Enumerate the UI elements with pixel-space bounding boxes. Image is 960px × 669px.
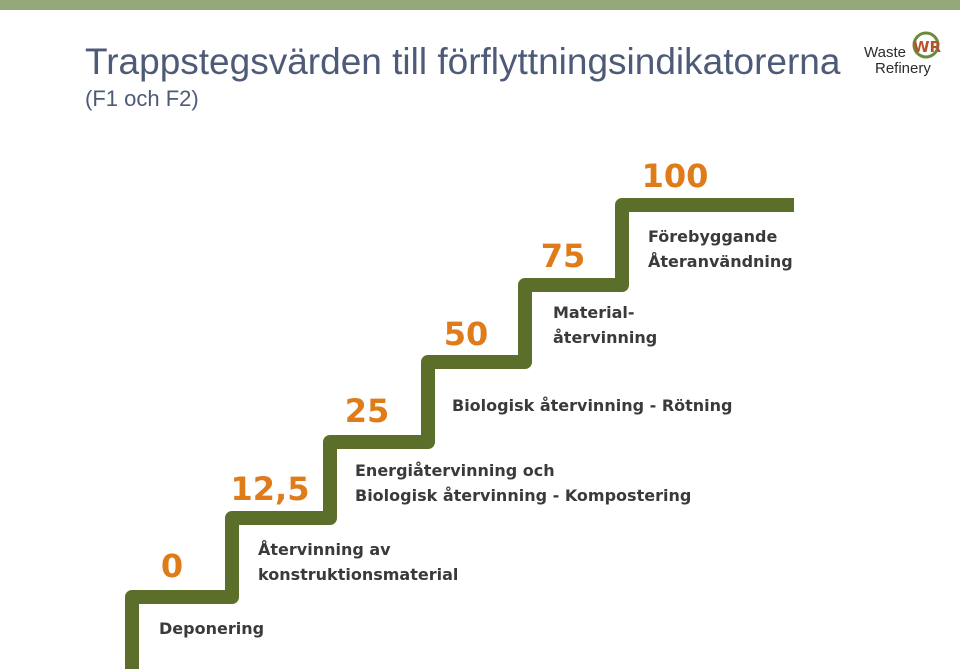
step-description: Återvinning av [258, 540, 391, 559]
logo-line2: Refinery [875, 60, 931, 77]
step-description: Biologisk återvinning - Rötning [452, 396, 733, 415]
staircase [125, 198, 794, 669]
step-description: Biologisk återvinning - Kompostering [355, 486, 691, 505]
logo-line1: Waste [864, 44, 906, 61]
step-description: Deponering [159, 619, 264, 638]
step-description: Energiåtervinning och [355, 461, 555, 480]
step-description: Förebyggande [648, 227, 777, 246]
step-description: Återanvändning [648, 252, 793, 271]
top-bar [0, 0, 960, 10]
step-value: 75 [541, 237, 586, 275]
title: Trappstegsvärden till förflyttningsindik… [85, 41, 841, 82]
step-value: 50 [444, 315, 489, 353]
step-description: Material- [553, 303, 635, 322]
step-description: återvinning [553, 328, 657, 347]
subtitle: (F1 och F2) [85, 86, 199, 111]
step-value: 25 [345, 392, 390, 430]
step-value: 12,5 [231, 470, 310, 508]
step-value: 100 [642, 157, 709, 195]
steps: 0 Deponering 12,5 Återvinning av konstruktio… [159, 157, 793, 638]
step-description: konstruktionsmaterial [258, 565, 458, 584]
logo: Waste Refinery WR [864, 31, 942, 77]
logo-mark: WR [913, 38, 942, 56]
logo-ring [912, 31, 940, 59]
step-value: 0 [161, 547, 183, 585]
